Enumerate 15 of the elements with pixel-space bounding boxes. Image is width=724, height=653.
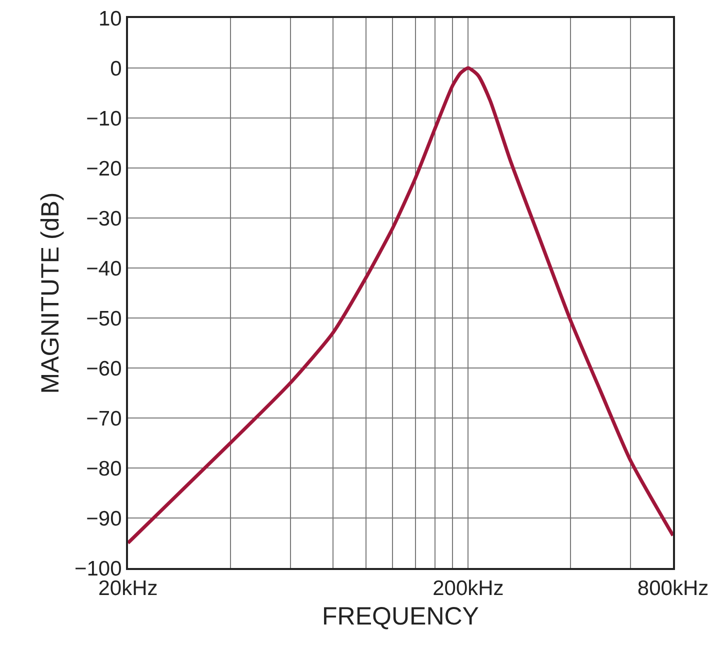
y-tick-label: −60 <box>86 357 122 380</box>
y-tick-label: −50 <box>86 307 122 330</box>
y-tick-label: −80 <box>86 457 122 480</box>
y-tick-label: 0 <box>110 57 122 80</box>
y-tick-label: −30 <box>86 207 122 230</box>
x-axis-title: FREQUENCY <box>322 602 480 631</box>
y-tick-label: −10 <box>86 107 122 130</box>
y-tick-label: −70 <box>86 407 122 430</box>
x-tick-label: 200kHz <box>432 577 504 600</box>
y-axis-title: MAGNITUTE (dB) <box>36 192 65 394</box>
y-tick-label: 10 <box>98 7 122 30</box>
x-tick-label: 800kHz <box>637 577 709 600</box>
y-tick-label: −20 <box>86 157 122 180</box>
y-tick-label: −90 <box>86 507 122 530</box>
y-tick-label: −40 <box>86 257 122 280</box>
